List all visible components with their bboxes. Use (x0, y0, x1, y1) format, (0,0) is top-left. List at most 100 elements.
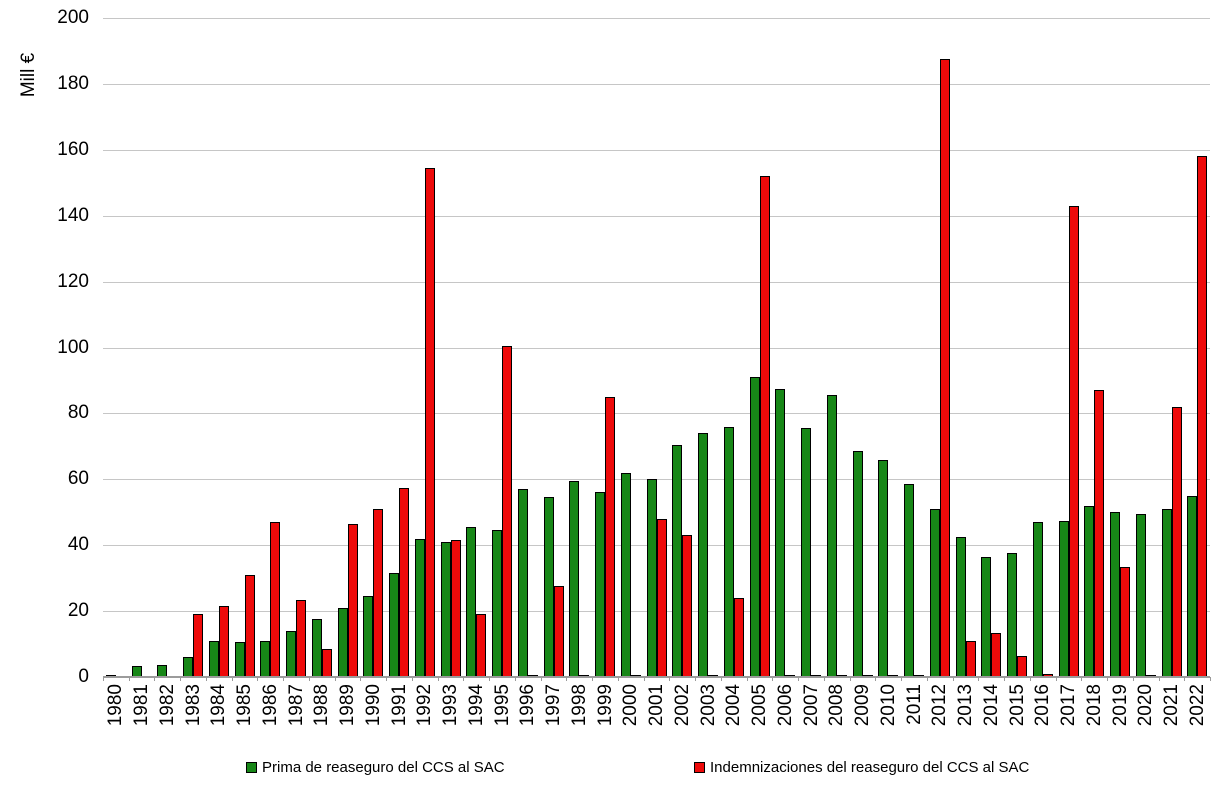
x-axis-tick (334, 677, 336, 681)
bar-prima-2013 (955, 536, 966, 677)
bar-prima-1983 (183, 657, 194, 677)
x-axis-tick (592, 677, 594, 681)
bar-indemnizaciones-2001 (656, 518, 667, 677)
x-label-slot: 1990 (361, 684, 387, 746)
x-label-slot: 1988 (309, 684, 335, 746)
gridline (103, 347, 1210, 349)
bar-prima-2004 (723, 426, 734, 677)
x-tick-label-1982: 1982 (156, 684, 178, 727)
x-axis-tick (1132, 677, 1134, 681)
x-axis-tick (1029, 677, 1031, 681)
year-slot-2012 (927, 18, 953, 677)
x-axis-tick (1210, 677, 1211, 681)
bar-prima-1992 (414, 538, 425, 677)
year-slot-2015 (1004, 18, 1030, 677)
bar-indemnizaciones-2004 (733, 597, 744, 677)
bar-prima-1985 (234, 642, 245, 677)
y-tick-label: 80 (67, 402, 89, 424)
bar-indemnizaciones-2002 (682, 535, 693, 677)
bar-prima-1980 (105, 674, 116, 677)
bar-indemnizaciones-1991 (399, 487, 410, 677)
x-axis-tick (1004, 677, 1006, 681)
x-tick-label-2019: 2019 (1109, 684, 1131, 727)
bar-prima-2007 (801, 428, 812, 677)
year-slot-2010 (876, 18, 902, 677)
year-slot-2005 (747, 18, 773, 677)
bar-prima-1996 (517, 489, 528, 677)
bar-indemnizaciones-2019 (1120, 566, 1131, 677)
x-label-slot: 1994 (464, 684, 490, 746)
x-label-slot: 2018 (1082, 684, 1108, 746)
x-tick-label-2020: 2020 (1135, 684, 1157, 727)
bar-prima-1995 (492, 530, 503, 677)
bar-prima-1981 (131, 666, 142, 677)
bar-prima-1993 (440, 541, 451, 677)
x-tick-label-2011: 2011 (903, 684, 925, 725)
gridline (103, 215, 1210, 217)
year-slot-1995 (489, 18, 515, 677)
x-tick-label-2006: 2006 (774, 684, 796, 727)
x-tick-label-1997: 1997 (543, 684, 565, 727)
x-label-slot: 2014 (979, 684, 1005, 746)
x-tick-label-2004: 2004 (723, 684, 745, 727)
x-label-slot: 2022 (1185, 684, 1211, 746)
year-slot-2008 (824, 18, 850, 677)
x-label-slot: 2004 (721, 684, 747, 746)
y-tick-label: 100 (57, 336, 89, 358)
year-slot-1996 (515, 18, 541, 677)
bar-prima-1987 (286, 630, 297, 677)
x-axis-tick (180, 677, 182, 681)
bar-prima-2010 (878, 459, 889, 677)
bar-indemnizaciones-1988 (321, 649, 332, 677)
x-tick-label-1983: 1983 (182, 684, 204, 727)
bar-indemnizaciones-1994 (476, 614, 487, 677)
x-label-slot: 2020 (1133, 684, 1159, 746)
x-tick-label-2014: 2014 (980, 684, 1002, 727)
bar-prima-2012 (929, 508, 940, 677)
x-tick-label-1987: 1987 (285, 684, 307, 727)
year-slot-2009 (850, 18, 876, 677)
x-label-slot: 1989 (335, 684, 361, 746)
x-axis-tick (926, 677, 928, 681)
y-tick-label: 180 (57, 72, 89, 94)
x-axis-ticks (103, 677, 1211, 682)
year-slot-1983 (180, 18, 206, 677)
bar-prima-1991 (389, 573, 400, 677)
bar-prima-2016 (1032, 522, 1043, 677)
x-label-slot: 1995 (489, 684, 515, 746)
x-label-slot: 2016 (1030, 684, 1056, 746)
x-tick-label-2012: 2012 (929, 684, 951, 727)
x-tick-label-2018: 2018 (1083, 684, 1105, 727)
year-slot-1994 (464, 18, 490, 677)
x-label-slot: 2003 (695, 684, 721, 746)
x-axis-tick (1107, 677, 1109, 681)
year-slot-1998 (567, 18, 593, 677)
x-label-slot: 1999 (592, 684, 618, 746)
x-tick-label-2002: 2002 (671, 684, 693, 727)
year-slot-1987 (283, 18, 309, 677)
bar-indemnizaciones-2014 (991, 632, 1002, 677)
bar-prima-2018 (1084, 505, 1095, 677)
year-slot-1982 (155, 18, 181, 677)
x-label-slot: 2012 (927, 684, 953, 746)
legend-swatch-prima (246, 761, 257, 773)
bar-prima-2015 (1007, 553, 1018, 677)
bar-indemnizaciones-1995 (502, 345, 513, 677)
x-tick-label-1980: 1980 (105, 684, 127, 727)
year-slot-2004 (721, 18, 747, 677)
x-axis-tick (952, 677, 954, 681)
x-label-slot: 2015 (1004, 684, 1030, 746)
bar-prima-2009 (852, 451, 863, 677)
plot-area (103, 18, 1210, 678)
x-axis-tick (901, 677, 903, 681)
x-axis-tick (386, 677, 388, 681)
x-axis-line (103, 676, 1210, 678)
gridline (103, 83, 1210, 85)
bar-indemnizaciones-2013 (965, 640, 976, 677)
x-tick-label-2016: 2016 (1032, 684, 1054, 727)
y-tick-label: 40 (67, 534, 89, 556)
year-slot-1980 (103, 18, 129, 677)
bar-indemnizaciones-2022 (1197, 156, 1208, 677)
bar-prima-2011 (904, 484, 915, 677)
x-axis-tick (695, 677, 697, 681)
